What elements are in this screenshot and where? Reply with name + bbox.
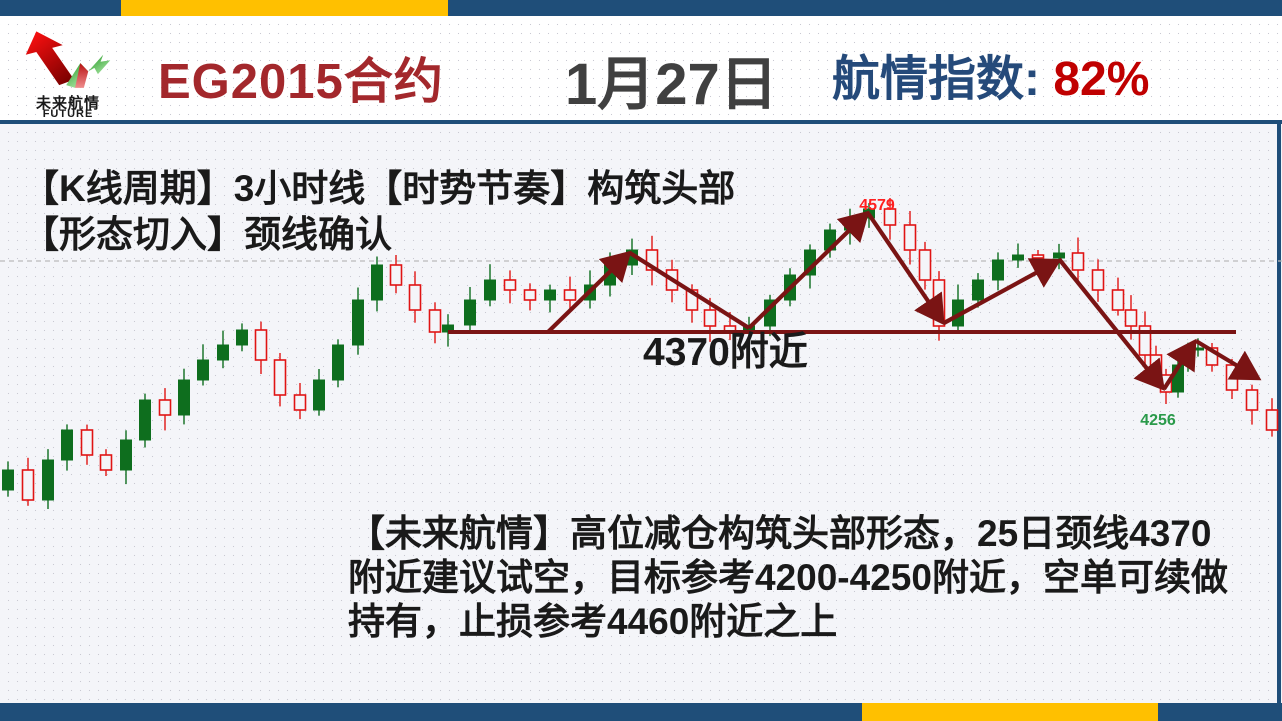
- svg-text:4256: 4256: [1140, 412, 1176, 429]
- svg-text:4370附近: 4370附近: [643, 331, 808, 374]
